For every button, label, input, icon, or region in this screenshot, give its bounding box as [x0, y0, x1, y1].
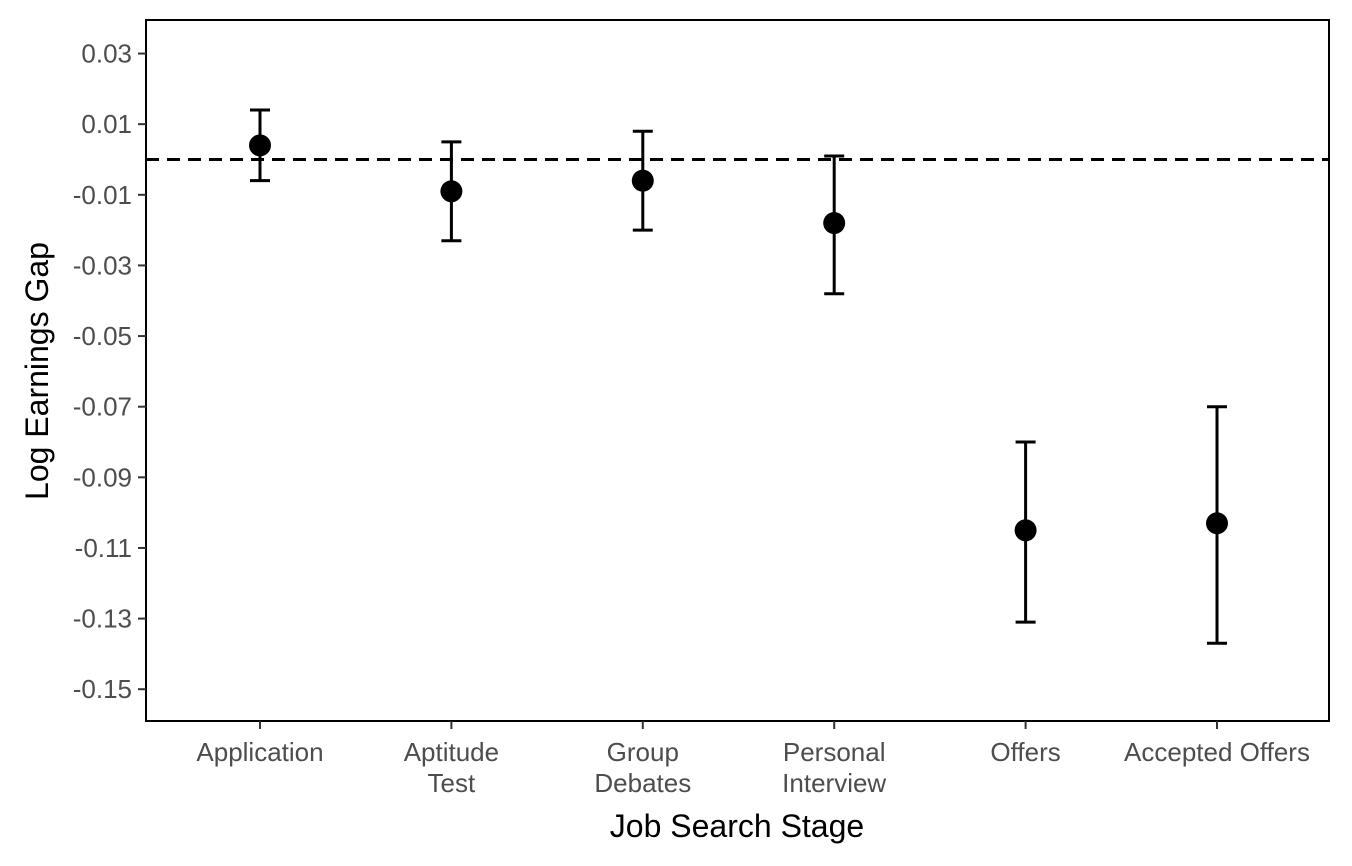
y-tick-label: -0.15: [73, 674, 132, 704]
y-tick-label: -0.03: [73, 250, 132, 280]
data-point: [1206, 512, 1228, 535]
x-tick-label: Personal Interview: [782, 737, 886, 798]
y-axis-title: Log Earnings Gap: [19, 242, 55, 500]
plot-panel: [145, 19, 1330, 722]
data-point: [440, 180, 463, 203]
y-tick-label: -0.11: [75, 533, 132, 563]
x-axis-title: Job Search Stage: [610, 808, 864, 844]
x-tick-label-line: Personal: [783, 737, 886, 767]
plot-border: [145, 19, 1330, 722]
x-tick-label-line: Debates: [594, 768, 691, 798]
chart-marks: [146, 108, 1329, 645]
y-tick-label: -0.09: [73, 462, 132, 492]
x-tick-label-line: Accepted Offers: [1124, 737, 1310, 767]
x-tick-label-line: Test: [428, 768, 476, 798]
x-tick-label: Accepted Offers: [1124, 737, 1310, 767]
y-tick-label: -0.05: [73, 321, 132, 351]
y-axis: 0.03 0.01 -0.01 -0.03 -0.05 -0.07 -0.09 -0.11 -0…: [73, 39, 146, 704]
y-tick-label: 0.01: [81, 109, 132, 139]
data-point: [823, 212, 846, 235]
data-point: [631, 169, 654, 192]
y-tick-label: -0.13: [73, 604, 132, 634]
data-point-group: [823, 154, 846, 296]
x-tick-label: Offers: [990, 737, 1060, 767]
x-tick-label-line: Group: [607, 737, 679, 767]
data-point-group: [249, 108, 271, 183]
x-tick-label: Group Debates: [594, 737, 691, 798]
x-tick-label: Aptitude Test: [404, 737, 499, 798]
x-tick-label: Application: [196, 737, 323, 767]
data-point-group: [1206, 405, 1228, 645]
y-tick-label: -0.07: [73, 392, 132, 422]
data-point-group: [631, 129, 654, 232]
data-point-group: [440, 140, 463, 243]
x-tick-label-line: Application: [196, 737, 323, 767]
data-point-group: [1014, 440, 1037, 624]
x-tick-label-line: Interview: [782, 768, 886, 798]
data-point: [249, 134, 271, 157]
x-axis: Application Aptitude Test Group Debates Perso…: [196, 721, 1310, 798]
data-point: [1014, 519, 1037, 542]
x-tick-label-line: Aptitude: [404, 737, 499, 767]
x-tick-label-line: Offers: [990, 737, 1060, 767]
y-tick-label: -0.01: [73, 180, 132, 210]
y-tick-label: 0.03: [81, 39, 132, 69]
